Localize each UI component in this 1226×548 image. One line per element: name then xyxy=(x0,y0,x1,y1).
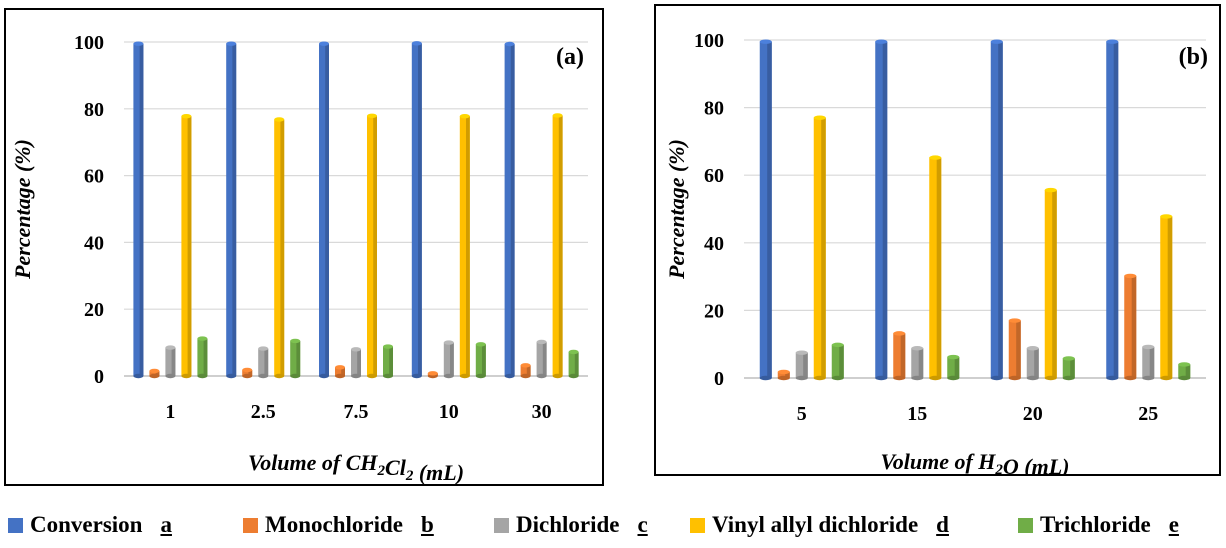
y-tick-label: 100 xyxy=(694,30,724,52)
y-tick-label: 60 xyxy=(84,166,104,188)
x-tick-label: 1 xyxy=(165,401,175,423)
legend-swatch xyxy=(494,517,509,533)
y-tick-label: 40 xyxy=(704,233,724,255)
legend-letter: e xyxy=(1168,512,1179,537)
x-tick-label: 15 xyxy=(907,403,927,425)
legend-swatch xyxy=(690,517,705,533)
bar xyxy=(1124,273,1137,381)
bar xyxy=(351,347,361,379)
bar xyxy=(777,369,790,381)
legend-letter: d xyxy=(936,512,949,537)
y-axis-label: Percentage (%) xyxy=(664,139,689,280)
legend-label: Dichloride xyxy=(516,512,620,537)
bar xyxy=(427,371,438,379)
x-axis-label: Volume of CH2Cl2 (mL) xyxy=(248,450,464,484)
bar xyxy=(1178,362,1191,381)
bar xyxy=(226,41,237,379)
bar xyxy=(1160,214,1173,381)
x-tick-label: 25 xyxy=(1138,403,1158,425)
legend-item: Dichloride c xyxy=(494,512,648,538)
bar xyxy=(552,113,563,379)
legend-item: Vinyl allyl dichloride d xyxy=(690,512,949,538)
chart-panel-b: 0 20 40 60 80 100 5 15 20 25 Percentage (%) Volume … xyxy=(654,4,1221,476)
legend-letter: b xyxy=(421,512,434,537)
y-tick-label: 80 xyxy=(84,99,104,121)
bar xyxy=(990,39,1003,381)
bar xyxy=(443,340,454,379)
bar xyxy=(893,331,906,381)
x-tick-label: 2.5 xyxy=(251,401,276,423)
bar xyxy=(197,336,208,379)
bar xyxy=(1044,187,1057,381)
x-tick-label: 7.5 xyxy=(344,401,369,423)
bar xyxy=(759,39,772,381)
bar xyxy=(875,39,888,381)
bar xyxy=(520,363,531,379)
legend-swatch xyxy=(243,517,258,533)
bar xyxy=(831,342,844,381)
chart-b-svg: 0 20 40 60 80 100 5 15 20 25 Percentage (%) Volume … xyxy=(664,30,1208,474)
y-tick-label: 80 xyxy=(704,98,724,120)
bar xyxy=(258,346,269,379)
bar xyxy=(929,155,942,381)
chart-panel-a: 0 20 40 60 80 100 1 2.5 7.5 10 30 Percentage (%) Vol… xyxy=(4,8,604,486)
bar xyxy=(290,338,301,379)
x-tick-label: 5 xyxy=(797,403,807,425)
bar xyxy=(1142,344,1155,381)
x-axis-label: Volume of H2O (mL) xyxy=(881,449,1070,474)
bar xyxy=(383,344,393,379)
bar xyxy=(1062,356,1075,381)
bar xyxy=(459,113,470,379)
panel-label: (a) xyxy=(556,44,584,70)
bar xyxy=(274,117,285,379)
bar xyxy=(475,342,486,379)
bar xyxy=(367,113,377,379)
y-tick-label: 100 xyxy=(74,32,104,54)
bar xyxy=(504,41,515,379)
legend-label: Conversion xyxy=(30,512,143,537)
y-tick-label: 0 xyxy=(94,366,104,388)
legend: Conversion a Monochloride b Dichloride c… xyxy=(0,512,1226,546)
bar xyxy=(242,367,253,379)
legend-swatch xyxy=(8,517,23,533)
bar xyxy=(568,349,579,379)
bar xyxy=(165,345,176,379)
x-tick-label: 30 xyxy=(532,401,552,423)
legend-label: Vinyl allyl dichloride xyxy=(712,512,919,537)
bar xyxy=(133,41,144,379)
y-tick-label: 0 xyxy=(714,368,724,390)
bar xyxy=(813,115,826,381)
chart-a-svg: 0 20 40 60 80 100 1 2.5 7.5 10 30 Percentage (%) Vol… xyxy=(10,32,588,484)
bar xyxy=(536,339,547,379)
legend-letter: c xyxy=(637,512,648,537)
bar xyxy=(335,365,345,379)
y-tick-label: 20 xyxy=(84,299,104,321)
bar xyxy=(795,350,808,381)
legend-letter: a xyxy=(160,512,172,537)
y-tick-label: 60 xyxy=(704,165,724,187)
bar xyxy=(1026,346,1039,381)
panel-label: (b) xyxy=(1179,44,1208,70)
legend-item: Trichloride e xyxy=(1018,512,1179,538)
y-axis-label: Percentage (%) xyxy=(10,139,35,280)
legend-swatch xyxy=(1018,517,1033,533)
x-tick-label: 20 xyxy=(1023,403,1043,425)
bar xyxy=(181,113,192,379)
bar xyxy=(319,41,329,379)
y-tick-label: 40 xyxy=(84,232,104,254)
legend-label: Trichloride xyxy=(1040,512,1151,537)
y-tick-label: 20 xyxy=(704,300,724,322)
bar xyxy=(149,368,160,379)
bar xyxy=(1106,39,1119,381)
legend-item: Conversion a xyxy=(8,512,172,538)
x-tick-label: 10 xyxy=(439,401,459,423)
legend-label: Monochloride xyxy=(265,512,403,537)
legend-item: Monochloride b xyxy=(243,512,434,538)
bar xyxy=(911,346,924,381)
bar xyxy=(947,354,960,381)
bar xyxy=(411,41,422,379)
bar xyxy=(1008,318,1021,381)
